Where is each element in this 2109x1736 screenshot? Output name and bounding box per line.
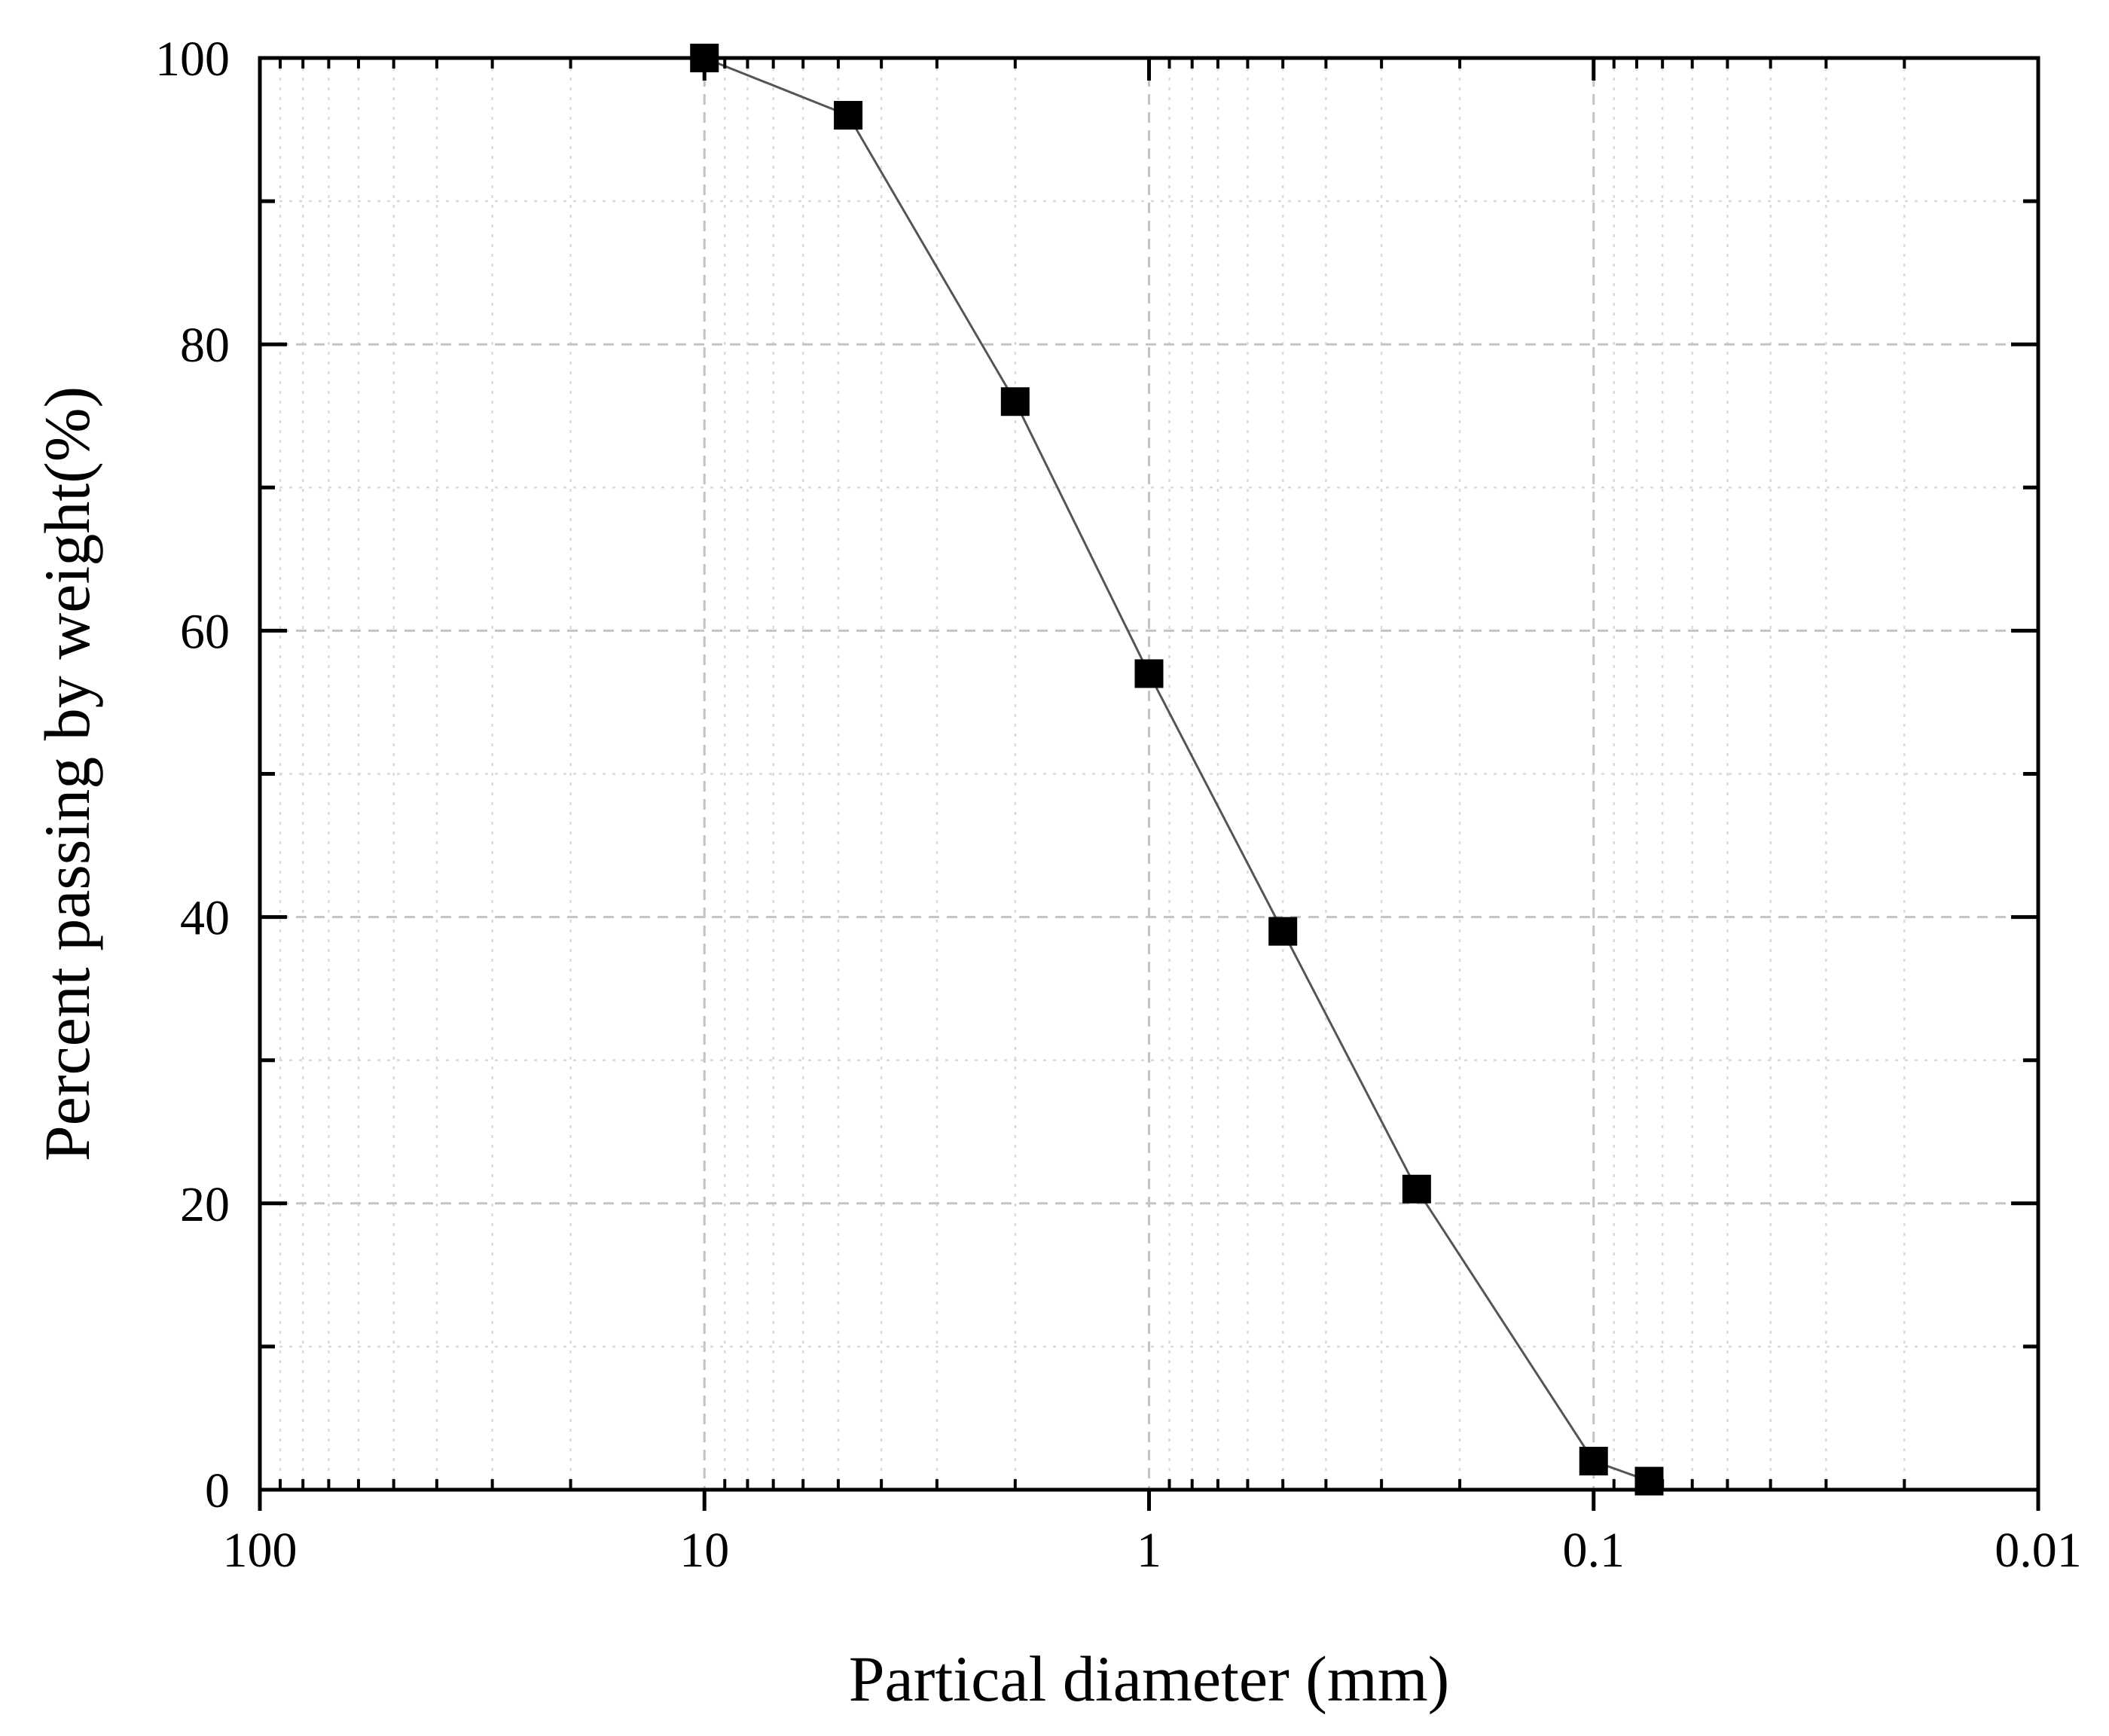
- data-point-marker: [1402, 1174, 1431, 1204]
- data-point-marker: [1000, 387, 1030, 416]
- x-axis-title: Partical diameter (mm): [849, 1643, 1450, 1715]
- y-tick-label: 80: [180, 318, 230, 373]
- data-point-marker: [1268, 917, 1298, 946]
- ticks: [258, 56, 2040, 1511]
- series-line-layer: [704, 56, 1650, 1483]
- data-point-marker: [1579, 1446, 1608, 1475]
- y-axis-title: Percent passing by weight(%): [31, 386, 103, 1161]
- data-point-marker: [834, 101, 863, 130]
- x-tick-label: 10: [679, 1523, 729, 1578]
- x-tick-label: 0.01: [1995, 1523, 2082, 1578]
- series-line: [704, 56, 1650, 1483]
- y-tick-label: 100: [155, 32, 230, 87]
- data-point-marker: [690, 44, 719, 72]
- data-point-marker: [1134, 659, 1164, 688]
- grid: [260, 58, 2040, 1490]
- x-tick-label: 100: [223, 1523, 298, 1578]
- y-tick-label: 0: [205, 1463, 230, 1518]
- y-tick-label: 20: [180, 1177, 230, 1232]
- x-tick-label: 1: [1137, 1523, 1161, 1578]
- tick-labels: 100 10 1 0.1 0.01 0 20 40 60 80 100: [155, 32, 2082, 1578]
- data-point-marker: [1634, 1466, 1664, 1496]
- series-markers: [690, 44, 1664, 1496]
- y-tick-label: 60: [180, 604, 230, 659]
- y-tick-label: 40: [180, 891, 230, 946]
- x-tick-label: 0.1: [1563, 1523, 1625, 1578]
